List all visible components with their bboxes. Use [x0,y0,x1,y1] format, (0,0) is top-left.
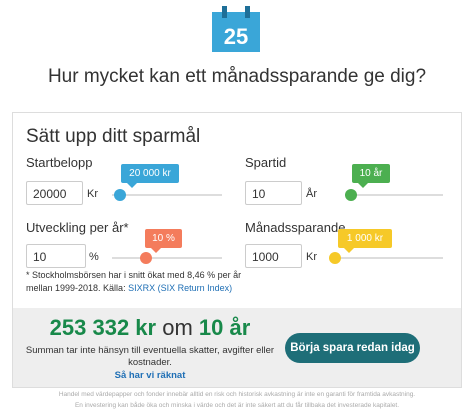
unit: Kr [306,251,317,263]
slider-thumb[interactable] [114,189,126,201]
unit: År [306,188,317,200]
source-link[interactable]: SIXRX (SIX Return Index) [128,283,233,293]
slider-tooltip: 10 år [352,164,390,188]
field-label: Startbelopp [26,155,93,170]
slider-track[interactable] [112,194,222,196]
card-heading: Sätt upp ditt sparmål [26,126,201,147]
slider-tooltip: 10 % [145,229,182,253]
result-years: 10 år [198,315,251,340]
slider-track[interactable] [330,257,443,259]
page-title: Hur mycket kan ett månadssparande ge dig… [47,66,427,87]
input[interactable]: 20000 [26,181,83,205]
slider-tooltip: 1 000 kr [338,229,392,253]
field-label: Spartid [245,155,287,170]
field-label: Månadssparande [245,220,346,235]
disclaimer: Handel med värdepapper och fonder innebä… [58,391,416,398]
footnote-text: mellan 1999-2018. Källa: [26,283,126,293]
slider-thumb[interactable] [140,252,152,264]
calendar-day: 25 [223,24,249,49]
slider-thumb[interactable] [345,189,357,201]
footnote: mellan 1999-2018. Källa: SIXRX (SIX Retu… [26,283,232,293]
cta-button[interactable]: Börja spara redan idag [285,333,420,363]
slider-thumb[interactable] [329,252,341,264]
unit: % [89,251,99,263]
card [12,112,462,388]
result-amount: 253 332 kr [49,315,157,340]
slider-track[interactable] [345,194,443,196]
input[interactable]: 10 [245,181,302,205]
result-sum: 253 332 kr om 10 år [20,315,280,341]
slider-tooltip: 20 000 kr [121,164,179,188]
disclaimer: En investering kan både öka och minska i… [74,402,400,409]
unit: Kr [87,188,98,200]
footnote: * Stockholmsbörsen har i snitt ökat med … [26,270,242,280]
input[interactable]: 10 [26,244,86,268]
calendar-icon: 25 [212,6,260,52]
input[interactable]: 1000 [245,244,302,268]
calc-link[interactable]: Så har vi räknat [114,370,186,381]
field-label: Utveckling per år* [26,220,129,235]
result-note: Summan tar inte hänsyn till eventuella s… [25,345,275,356]
result-note: kostnader. [128,357,172,368]
slider-track[interactable] [112,257,222,259]
result-om: om [162,315,193,340]
